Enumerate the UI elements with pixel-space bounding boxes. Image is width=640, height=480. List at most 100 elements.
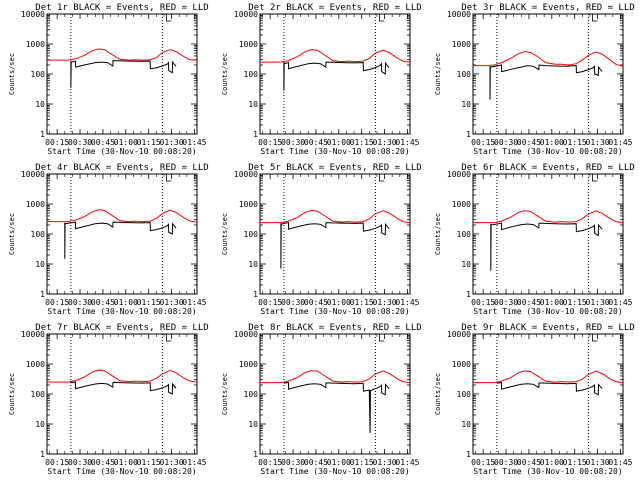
y-tick-label: 10 — [461, 420, 471, 429]
x-axis-label: Start Time (30-Nov-10 00:08:20) — [473, 307, 622, 316]
x-tick-label: 01:15 — [563, 458, 587, 467]
x-tick-label: 00:15 — [45, 298, 69, 307]
events-series-line — [489, 64, 603, 100]
y-tick-label: 10 — [35, 100, 45, 109]
y-tick-label: 10000 — [234, 170, 258, 179]
x-tick-label: 01:15 — [350, 458, 374, 467]
y-tick-label: 10 — [461, 260, 471, 269]
y-axis-label: Counts/sec — [8, 53, 16, 95]
events-series-line — [283, 382, 390, 434]
x-tick-label: 00:45 — [517, 298, 541, 307]
y-tick-label: 10000 — [21, 170, 45, 179]
y-tick-label: 1 — [466, 450, 471, 459]
x-tick-label: 01:30 — [373, 458, 397, 467]
y-axis-label: Counts/sec — [221, 373, 229, 415]
plot-frame — [472, 333, 624, 455]
y-tick-label: 1000 — [452, 40, 471, 49]
x-tick-label: 01:45 — [395, 298, 419, 307]
y-tick-label: 10000 — [234, 330, 258, 339]
x-tick-label: 00:30 — [68, 138, 92, 147]
y-tick-label: 1 — [40, 130, 45, 139]
x-tick-label: 00:15 — [45, 138, 69, 147]
x-tick-label: 01:00 — [540, 138, 564, 147]
y-tick-label: 1 — [253, 130, 258, 139]
x-tick-label: 00:30 — [494, 458, 518, 467]
events-series-line — [280, 222, 390, 269]
y-tick-label: 100 — [31, 70, 46, 79]
flag-marker — [379, 14, 385, 22]
events-series-line — [283, 61, 390, 91]
plot-frame — [46, 173, 198, 295]
x-tick-label: 01:15 — [563, 298, 587, 307]
x-tick-label: 01:00 — [540, 298, 564, 307]
x-tick-label: 00:45 — [517, 458, 541, 467]
x-tick-label: 01:15 — [137, 298, 161, 307]
x-tick-label: 00:30 — [281, 458, 305, 467]
y-tick-label: 10 — [35, 420, 45, 429]
x-tick-label: 00:45 — [304, 138, 328, 147]
x-tick-label: 00:45 — [304, 458, 328, 467]
lld-series-line — [47, 369, 198, 383]
plot-frame — [259, 13, 411, 135]
y-tick-label: 1 — [253, 450, 258, 459]
x-tick-label: 01:00 — [327, 458, 351, 467]
flag-marker — [166, 334, 172, 342]
x-tick-label: 00:15 — [258, 298, 282, 307]
x-tick-label: 01:30 — [586, 138, 610, 147]
y-tick-label: 1000 — [239, 360, 258, 369]
x-tick-label: 01:45 — [182, 458, 206, 467]
plot-frame — [259, 333, 411, 455]
x-tick-label: 01:45 — [608, 458, 632, 467]
x-tick-label: 00:15 — [45, 458, 69, 467]
x-tick-label: 01:45 — [182, 138, 206, 147]
y-tick-label: 10000 — [447, 10, 471, 19]
y-tick-label: 10 — [248, 260, 258, 269]
y-tick-label: 1 — [253, 290, 258, 299]
y-axis-label: Counts/sec — [434, 53, 442, 95]
x-tick-label: 00:30 — [68, 298, 92, 307]
panel-det-8r: Det 8r BLACK = Events, RED = LLD 1 10 100 10… — [221, 323, 422, 476]
x-axis-label: Start Time (30-Nov-10 00:08:20) — [473, 147, 622, 156]
x-axis-label: Start Time (30-Nov-10 00:08:20) — [473, 467, 622, 476]
x-tick-label: 01:30 — [586, 298, 610, 307]
flag-marker — [166, 174, 172, 182]
x-axis-label: Start Time (30-Nov-10 00:08:20) — [47, 147, 196, 156]
panel-title: Det 6r BLACK = Events, RED = LLD — [461, 163, 634, 173]
x-tick-label: 01:15 — [563, 138, 587, 147]
events-series-line — [496, 382, 603, 396]
panel-det-4r: Det 4r BLACK = Events, RED = LLD 1 10 100 10… — [8, 163, 209, 316]
panel-det-5r: Det 5r BLACK = Events, RED = LLD 1 10 100 10… — [221, 163, 422, 316]
x-axis-label: Start Time (30-Nov-10 00:08:20) — [260, 307, 409, 316]
y-tick-label: 100 — [457, 70, 472, 79]
y-axis-label: Counts/sec — [8, 213, 16, 255]
x-tick-label: 01:15 — [350, 298, 374, 307]
y-tick-label: 10 — [461, 100, 471, 109]
lld-series-line — [473, 370, 624, 384]
x-tick-label: 00:45 — [304, 298, 328, 307]
events-series-line — [64, 221, 177, 259]
y-tick-label: 10 — [35, 260, 45, 269]
events-series-line — [490, 222, 603, 271]
x-tick-label: 01:00 — [327, 138, 351, 147]
flag-marker — [592, 334, 598, 342]
x-tick-label: 00:15 — [471, 138, 495, 147]
x-tick-label: 00:15 — [258, 138, 282, 147]
lld-series-line — [260, 370, 411, 384]
x-tick-label: 00:45 — [91, 458, 115, 467]
lld-series-line — [260, 209, 411, 224]
y-axis-label: Counts/sec — [8, 373, 16, 415]
flag-marker — [379, 174, 385, 182]
x-tick-label: 01:45 — [182, 298, 206, 307]
y-tick-label: 1000 — [452, 360, 471, 369]
x-tick-label: 01:15 — [350, 138, 374, 147]
x-tick-label: 01:15 — [137, 138, 161, 147]
flag-marker — [592, 14, 598, 22]
x-tick-label: 01:30 — [160, 458, 184, 467]
x-tick-label: 01:00 — [114, 458, 138, 467]
lld-series-line — [47, 48, 198, 61]
y-tick-label: 1 — [40, 450, 45, 459]
x-tick-label: 00:45 — [517, 138, 541, 147]
panel-title: Det 8r BLACK = Events, RED = LLD — [248, 323, 421, 333]
y-tick-label: 1 — [466, 290, 471, 299]
x-tick-label: 01:45 — [608, 138, 632, 147]
